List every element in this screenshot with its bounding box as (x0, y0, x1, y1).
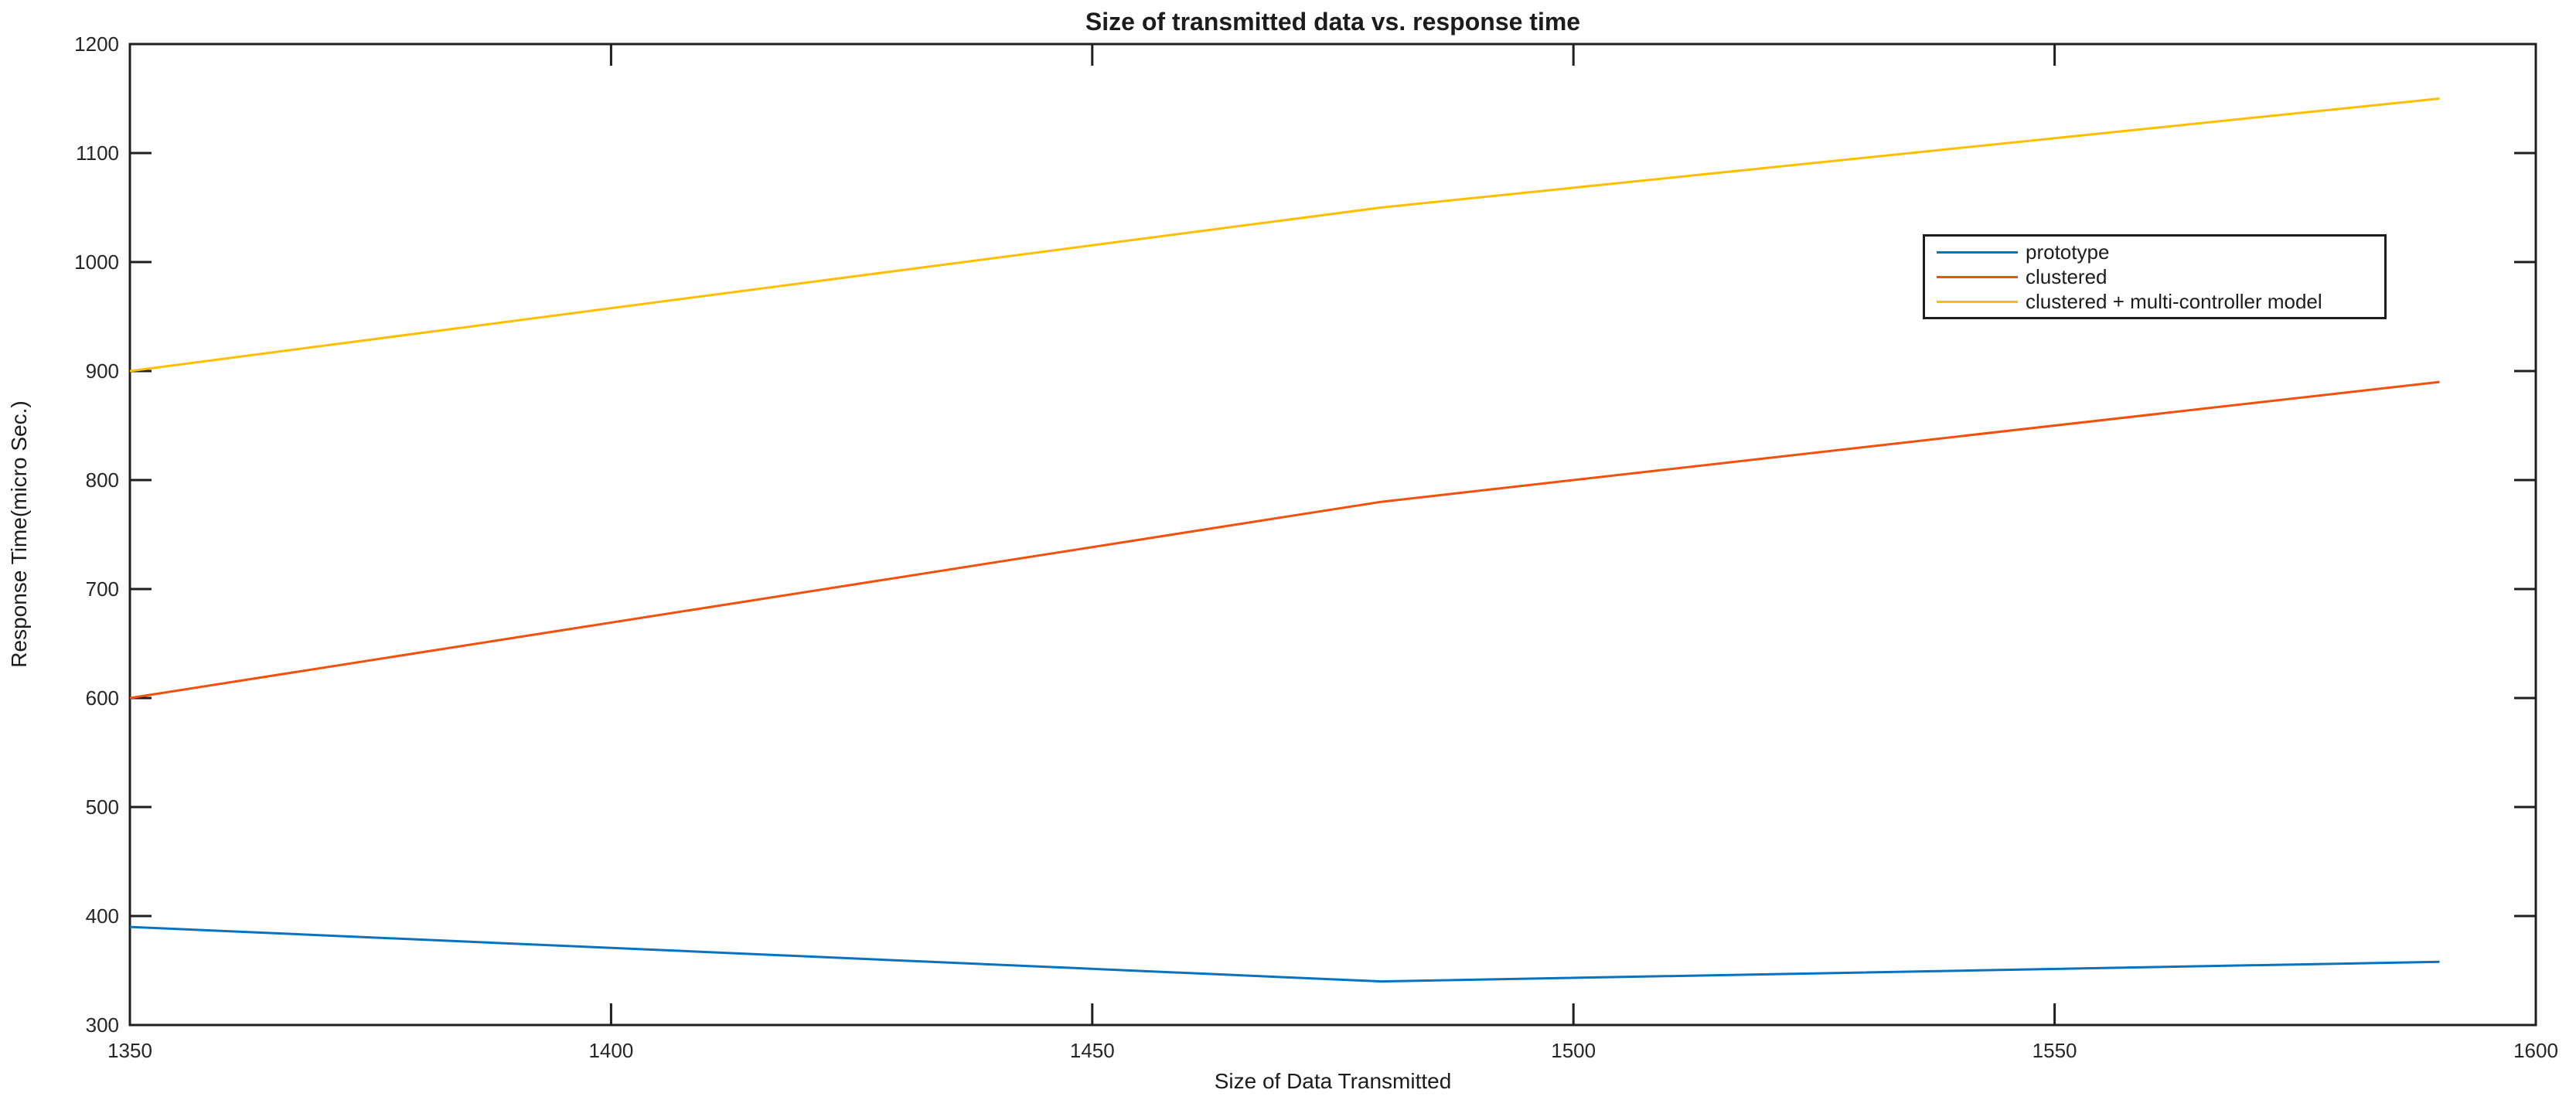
legend-label: prototype (2026, 240, 2110, 264)
y-axis-label: Response Time(micro Sec.) (7, 400, 31, 667)
legend-line-sample-prototype (1937, 250, 2018, 254)
y-tick-label-600: 600 (86, 686, 119, 710)
y-tick-label-400: 400 (86, 904, 119, 928)
x-axis-label: Size of Data Transmitted (1215, 1069, 1452, 1093)
y-tick-label-500: 500 (86, 795, 119, 819)
legend-line-sample-clustered (1937, 275, 2018, 278)
legend-entry-clustered-multi-controller-model: clustered + multi-controller model (1937, 290, 2380, 313)
series-line-clustered-multi-controller-model (129, 97, 2440, 373)
series-line-clustered (129, 380, 2440, 700)
chart-title: Size of transmitted data vs. response ti… (1085, 8, 1580, 36)
legend-entry-clustered: clustered (1937, 265, 2380, 288)
y-tick-label-300: 300 (86, 1013, 119, 1037)
x-tick-label-1500: 1500 (1551, 1039, 1596, 1062)
y-tick-label-1000: 1000 (74, 250, 119, 274)
legend-label: clustered + multi-controller model (2026, 290, 2322, 313)
x-tick-label-1450: 1450 (1070, 1039, 1115, 1062)
plot-border (128, 43, 2537, 1027)
legend: prototype clustered clustered + multi-cont… (1923, 234, 2387, 319)
x-tick-label-1400: 1400 (588, 1039, 633, 1062)
y-tick-label-900: 900 (86, 359, 119, 383)
x-tick-label-1600: 1600 (2513, 1039, 2558, 1062)
series-layer (129, 97, 2440, 983)
axes-layer: 1350 1400 1450 1500 1550 1600 300 400 500 600 700 8… (74, 32, 2558, 1062)
series-line-prototype (129, 925, 2440, 983)
y-tick-label-1100: 1100 (76, 141, 119, 165)
y-tick-label-700: 700 (86, 577, 119, 601)
legend-label: clustered (2026, 265, 2107, 288)
x-tick-label-1350: 1350 (107, 1039, 152, 1062)
y-tick-label-1200: 1200 (74, 32, 119, 56)
legend-entry-prototype: prototype (1937, 240, 2380, 264)
x-tick-label-1550: 1550 (2033, 1039, 2077, 1062)
legend-line-sample-clustered-multi-controller-model (1937, 300, 2018, 303)
y-tick-label-800: 800 (86, 468, 119, 492)
